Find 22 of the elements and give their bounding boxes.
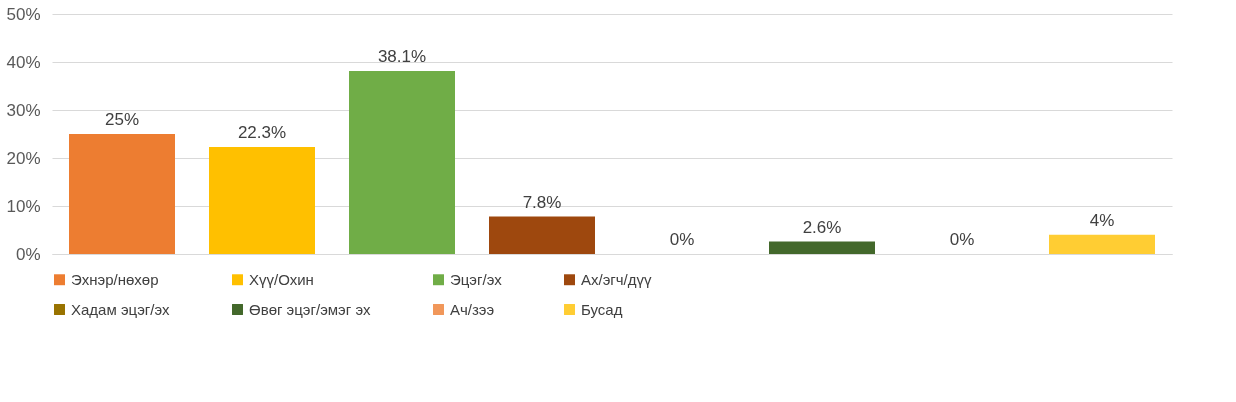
data-label: 0%	[949, 230, 975, 249]
legend-label: Өвөг эцэг/эмэг эх	[249, 300, 371, 318]
legend-label: Ах/эгч/дүү	[581, 270, 653, 288]
data-label: 7.8%	[522, 192, 562, 212]
data-label: 38.1%	[377, 47, 427, 67]
y-tick-label: 10%	[6, 196, 41, 216]
data-label: 4%	[1089, 210, 1115, 230]
data-label: 22.3%	[237, 122, 287, 142]
y-tick-label: 50%	[6, 4, 41, 24]
data-label: 0%	[669, 230, 695, 249]
data-label: 2.6%	[802, 217, 842, 237]
legend-label: Эхнэр/нөхөр	[71, 270, 159, 288]
y-tick-label: 20%	[6, 148, 41, 168]
legend-label: Эцэг/эх	[450, 270, 503, 288]
legend-label: Хадам эцэг/эх	[71, 300, 170, 318]
data-label: 25%	[104, 110, 140, 129]
legend-label: Ач/зээ	[450, 300, 495, 318]
legend-label: Хүү/Охин	[249, 270, 314, 288]
legend-label: Бусад	[581, 300, 623, 318]
y-tick-label: 30%	[6, 100, 41, 120]
y-tick-label: 0%	[15, 244, 41, 264]
y-tick-label: 40%	[6, 52, 41, 72]
